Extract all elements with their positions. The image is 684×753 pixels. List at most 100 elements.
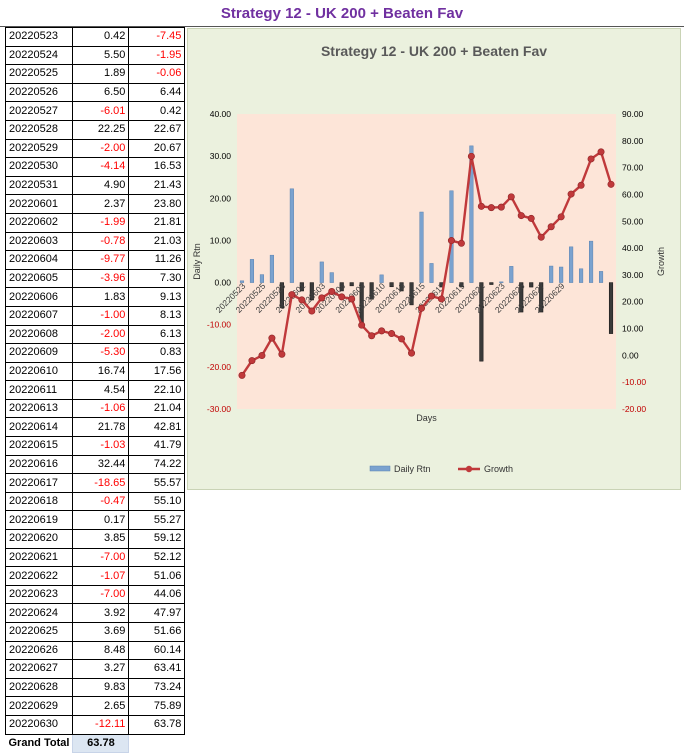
growth-cell: 16.53 bbox=[128, 157, 186, 177]
growth-cell: 63.78 bbox=[128, 714, 186, 735]
date-cell: 20220523 bbox=[4, 27, 74, 47]
bar bbox=[529, 282, 534, 288]
date-cell: 20220615 bbox=[4, 436, 74, 456]
table-row: 20220618 -0.47 55.10 bbox=[4, 491, 186, 512]
date-cell: 20220629 bbox=[4, 696, 74, 716]
growth-point bbox=[457, 239, 465, 247]
daily-rtn-cell: 3.27 bbox=[72, 659, 130, 679]
daily-rtn-cell: 4.54 bbox=[72, 380, 130, 400]
bar bbox=[479, 282, 484, 362]
date-cell: 20220619 bbox=[4, 510, 74, 531]
growth-point bbox=[328, 288, 336, 296]
right-tick-label: -20.00 bbox=[622, 404, 646, 414]
daily-rtn-cell: -1.03 bbox=[72, 436, 130, 456]
bar bbox=[419, 211, 424, 283]
bar bbox=[239, 280, 245, 283]
growth-cell: 23.80 bbox=[128, 194, 186, 214]
date-cell: 20220604 bbox=[4, 250, 74, 270]
daily-rtn-cell: 16.74 bbox=[72, 361, 130, 382]
right-tick-label: -10.00 bbox=[622, 377, 646, 387]
table-row: 20220608 -2.00 6.13 bbox=[4, 324, 186, 345]
table-row: 20220604 -9.77 11.26 bbox=[4, 250, 186, 270]
growth-point bbox=[268, 334, 276, 342]
date-cell: 20220607 bbox=[4, 305, 74, 326]
growth-point bbox=[467, 152, 475, 160]
growth-cell: -0.06 bbox=[128, 64, 186, 84]
growth-point bbox=[308, 307, 316, 315]
bar bbox=[499, 281, 504, 283]
line-series bbox=[238, 148, 615, 379]
growth-point bbox=[577, 181, 585, 189]
growth-cell: 21.43 bbox=[128, 175, 186, 196]
date-cell: 20220621 bbox=[4, 547, 74, 568]
bar bbox=[608, 282, 614, 334]
bar bbox=[339, 282, 344, 292]
growth-cell: 55.57 bbox=[128, 473, 186, 493]
table-row: 20220528 22.25 22.67 bbox=[4, 119, 186, 140]
date-cell: 20220622 bbox=[4, 566, 74, 586]
legend-line-marker bbox=[465, 465, 473, 473]
bar bbox=[289, 188, 294, 283]
table-row: 20220621 -7.00 52.12 bbox=[4, 547, 186, 568]
table-row: 20220526 6.50 6.44 bbox=[4, 82, 186, 103]
bar bbox=[489, 282, 494, 285]
data-table: 20220523 0.42 -7.45 20220524 5.50 -1.95 202205… bbox=[4, 27, 186, 753]
table-row: 20220630 -12.11 63.78 bbox=[4, 714, 186, 735]
bar bbox=[389, 282, 394, 288]
left-tick-label: -20.00 bbox=[207, 362, 231, 372]
growth-point bbox=[408, 349, 416, 357]
growth-cell: 55.27 bbox=[128, 510, 186, 531]
chart-area: Strategy 12 - UK 200 + Beaten Fav 202205… bbox=[187, 28, 681, 490]
date-cell: 20220531 bbox=[4, 175, 74, 196]
table-row: 20220531 4.90 21.43 bbox=[4, 175, 186, 196]
legend-bar-label: Daily Rtn bbox=[394, 464, 431, 474]
table-row: 20220610 16.74 17.56 bbox=[4, 361, 186, 382]
right-tick-label: 40.00 bbox=[622, 243, 644, 253]
date-cell: 20220606 bbox=[4, 287, 74, 307]
bar bbox=[379, 274, 384, 283]
growth-point bbox=[348, 295, 356, 303]
page-title: Strategy 12 - UK 200 + Beaten Fav bbox=[220, 5, 464, 22]
date-cell: 20220613 bbox=[4, 398, 74, 419]
date-cell: 20220603 bbox=[4, 231, 74, 252]
right-tick-label: 10.00 bbox=[622, 324, 644, 334]
growth-cell: 73.24 bbox=[128, 677, 186, 698]
growth-point bbox=[398, 335, 406, 343]
left-axis-ticks: 40.00 30.00 20.00 10.00 0.00 -10.00 -20.00 -30.… bbox=[207, 109, 231, 414]
daily-rtn-cell: 3.85 bbox=[72, 529, 130, 549]
bar bbox=[589, 240, 594, 283]
bar bbox=[369, 282, 374, 300]
left-tick-label: -10.00 bbox=[207, 320, 231, 330]
table-row: 20220629 2.65 75.89 bbox=[4, 696, 186, 716]
daily-rtn-cell: 21.78 bbox=[72, 417, 130, 438]
date-cell: 20220623 bbox=[4, 584, 74, 605]
growth-point bbox=[338, 293, 346, 301]
bar bbox=[539, 282, 544, 313]
date-cell: 20220526 bbox=[4, 82, 74, 103]
growth-cell: 17.56 bbox=[128, 361, 186, 382]
growth-point bbox=[318, 294, 326, 302]
right-axis-ticks: 90.00 80.00 70.00 60.00 50.00 40.00 30.00 20.00… bbox=[622, 109, 646, 414]
table-row: 20220611 4.54 22.10 bbox=[4, 380, 186, 400]
table-row: 20220605 -3.96 7.30 bbox=[4, 268, 186, 289]
left-tick-label: 30.00 bbox=[210, 151, 232, 161]
date-cell: 20220605 bbox=[4, 268, 74, 289]
growth-point bbox=[278, 350, 286, 358]
growth-point bbox=[477, 202, 485, 210]
growth-cell: 9.13 bbox=[128, 287, 186, 307]
growth-cell: 22.67 bbox=[128, 119, 186, 140]
date-cell: 20220630 bbox=[4, 714, 74, 735]
left-axis-label: Daily Rtn bbox=[192, 243, 202, 280]
legend-bar-swatch bbox=[369, 465, 391, 472]
daily-rtn-cell: 2.65 bbox=[72, 696, 130, 716]
growth-point bbox=[427, 292, 435, 300]
growth-cell: 44.06 bbox=[128, 584, 186, 605]
bar bbox=[598, 271, 604, 283]
bar bbox=[409, 282, 414, 306]
table-row: 20220601 2.37 23.80 bbox=[4, 194, 186, 214]
growth-point bbox=[248, 357, 256, 365]
daily-rtn-cell: 6.50 bbox=[72, 82, 130, 103]
bar bbox=[259, 274, 264, 283]
title-bar: Strategy 12 - UK 200 + Beaten Fav bbox=[0, 0, 684, 27]
growth-cell: 41.79 bbox=[128, 436, 186, 456]
